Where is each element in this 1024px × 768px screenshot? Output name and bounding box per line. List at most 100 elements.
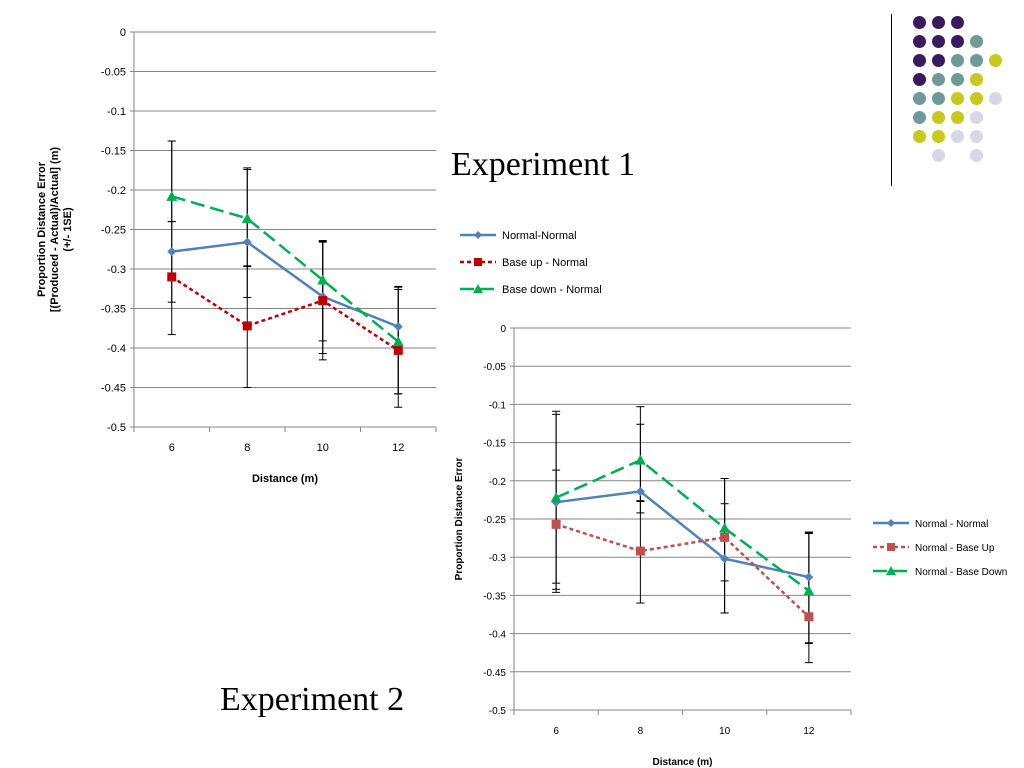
data-point bbox=[635, 546, 645, 556]
legend-marker bbox=[887, 543, 895, 551]
x-tick-label: 12 bbox=[392, 442, 404, 454]
y-tick-label: -0.1 bbox=[107, 106, 126, 118]
caption-experiment-1: Experiment 1 bbox=[451, 146, 636, 183]
decorative-dot bbox=[913, 130, 926, 143]
data-point bbox=[551, 519, 561, 529]
y-tick-label: 0 bbox=[500, 324, 506, 335]
decorative-dot bbox=[913, 16, 926, 29]
legend-entry: Base up - Normal bbox=[502, 257, 588, 269]
data-point bbox=[634, 454, 646, 465]
decorative-dot bbox=[951, 54, 964, 67]
data-point bbox=[241, 212, 253, 223]
data-point bbox=[392, 336, 404, 347]
legend-entry: Normal - Normal bbox=[915, 519, 988, 530]
legend-marker bbox=[886, 566, 896, 575]
decorative-dot bbox=[970, 130, 983, 143]
data-point bbox=[550, 492, 562, 503]
y-axis-label: Proportion Distance Error bbox=[454, 458, 465, 581]
data-point bbox=[719, 522, 731, 533]
legend-entry: Normal - Base Down bbox=[915, 567, 1007, 578]
series-line bbox=[555, 490, 810, 579]
y-tick-label: -0.25 bbox=[483, 515, 506, 526]
y-tick-label: -0.4 bbox=[489, 630, 507, 641]
decorative-dot-grid bbox=[888, 14, 1018, 189]
y-tick-label: -0.05 bbox=[483, 362, 506, 373]
y-tick-label: -0.4 bbox=[107, 343, 126, 355]
data-point bbox=[242, 237, 252, 247]
decorative-dot bbox=[932, 16, 945, 29]
y-tick-label: -0.3 bbox=[107, 264, 126, 276]
decorative-dot bbox=[913, 54, 926, 67]
x-tick-label: 10 bbox=[317, 442, 329, 454]
decorative-dot bbox=[913, 111, 926, 124]
series-line bbox=[555, 458, 810, 592]
decorative-dot bbox=[989, 54, 1002, 67]
y-tick-label: -0.25 bbox=[101, 225, 126, 237]
y-axis-label-group: Proportion Distance Error [(Produced - Ac… bbox=[36, 147, 74, 313]
x-axis-label: Distance (m) bbox=[252, 473, 318, 485]
data-point bbox=[393, 345, 403, 355]
x-tick-label: 6 bbox=[169, 442, 175, 454]
decorative-dot bbox=[951, 35, 964, 48]
y-tick-label: -0.1 bbox=[489, 400, 507, 411]
decorative-dot bbox=[951, 111, 964, 124]
legend-entry: Normal - Base Up bbox=[915, 543, 995, 554]
y-tick-label: 0 bbox=[120, 27, 126, 39]
decorative-dot bbox=[951, 130, 964, 143]
x-tick-label: 6 bbox=[553, 726, 559, 737]
data-point bbox=[635, 486, 645, 496]
decorative-dot bbox=[913, 35, 926, 48]
y-tick-label: -0.3 bbox=[489, 553, 507, 564]
data-point bbox=[242, 321, 252, 331]
decorative-dot bbox=[970, 35, 983, 48]
legend-marker bbox=[887, 519, 895, 527]
decorative-dot bbox=[970, 149, 983, 162]
y-axis-label-group: Proportion Distance Error bbox=[454, 458, 465, 581]
decorative-dot bbox=[932, 92, 945, 105]
y-tick-label: -0.35 bbox=[483, 591, 506, 602]
series-line bbox=[555, 523, 810, 618]
y-tick-label: -0.05 bbox=[101, 67, 126, 79]
decorative-dot bbox=[913, 92, 926, 105]
legend-entry: Base down - Normal bbox=[502, 284, 602, 296]
y-tick-label: -0.45 bbox=[101, 383, 126, 395]
x-tick-label: 10 bbox=[719, 726, 731, 737]
y-tick-label: -0.15 bbox=[483, 439, 506, 450]
decorative-dot bbox=[932, 73, 945, 86]
decorative-dot bbox=[970, 111, 983, 124]
data-point bbox=[393, 322, 403, 332]
x-tick-label: 8 bbox=[244, 442, 250, 454]
data-point bbox=[167, 247, 177, 257]
y-tick-label: -0.15 bbox=[101, 146, 126, 158]
decorative-dot bbox=[970, 92, 983, 105]
decorative-dot bbox=[970, 73, 983, 86]
decorative-divider-line bbox=[891, 14, 892, 186]
series-line bbox=[171, 275, 399, 352]
y-tick-label: -0.45 bbox=[483, 668, 506, 679]
y-axis-label: [(Produced - Actual)/Actual] (m) bbox=[49, 147, 61, 313]
decorative-dot bbox=[951, 16, 964, 29]
data-point bbox=[720, 532, 730, 542]
y-tick-label: -0.2 bbox=[107, 185, 126, 197]
data-point bbox=[166, 190, 178, 201]
data-point bbox=[804, 572, 814, 582]
decorative-dot bbox=[932, 35, 945, 48]
y-axis-label: (+/- 1SE) bbox=[62, 207, 74, 252]
data-point bbox=[317, 274, 329, 285]
y-tick-label: -0.2 bbox=[489, 477, 507, 488]
legend-marker bbox=[474, 258, 482, 266]
decorative-dot bbox=[989, 92, 1002, 105]
decorative-dot bbox=[913, 73, 926, 86]
x-tick-label: 8 bbox=[638, 726, 644, 737]
data-point bbox=[167, 272, 177, 282]
decorative-dot bbox=[951, 92, 964, 105]
caption-experiment-2: Experiment 2 bbox=[220, 681, 405, 718]
legend-marker bbox=[474, 231, 482, 239]
y-tick-label: -0.5 bbox=[107, 422, 126, 434]
data-point bbox=[720, 554, 730, 564]
y-axis-label: Proportion Distance Error bbox=[36, 161, 48, 297]
x-tick-label: 12 bbox=[803, 726, 815, 737]
